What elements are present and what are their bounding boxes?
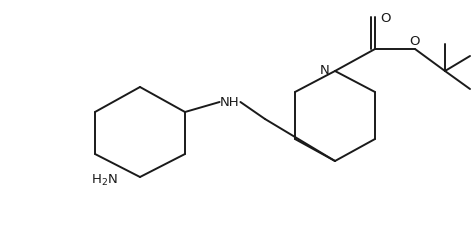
Text: H$_2$N: H$_2$N: [91, 172, 118, 187]
Text: O: O: [380, 12, 391, 24]
Text: N: N: [319, 63, 329, 76]
Text: NH: NH: [220, 96, 240, 109]
Text: O: O: [410, 35, 420, 48]
